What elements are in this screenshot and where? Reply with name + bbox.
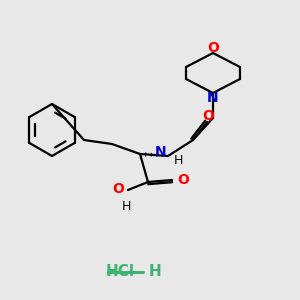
Text: H: H	[148, 265, 161, 280]
Text: H: H	[121, 200, 131, 213]
Text: O: O	[207, 41, 219, 55]
Text: N: N	[154, 145, 166, 159]
Text: O: O	[112, 182, 124, 196]
Text: HCl: HCl	[106, 265, 134, 280]
Text: N: N	[207, 91, 219, 105]
Text: H: H	[174, 154, 183, 166]
Text: O: O	[202, 109, 214, 123]
Text: O: O	[177, 173, 189, 187]
